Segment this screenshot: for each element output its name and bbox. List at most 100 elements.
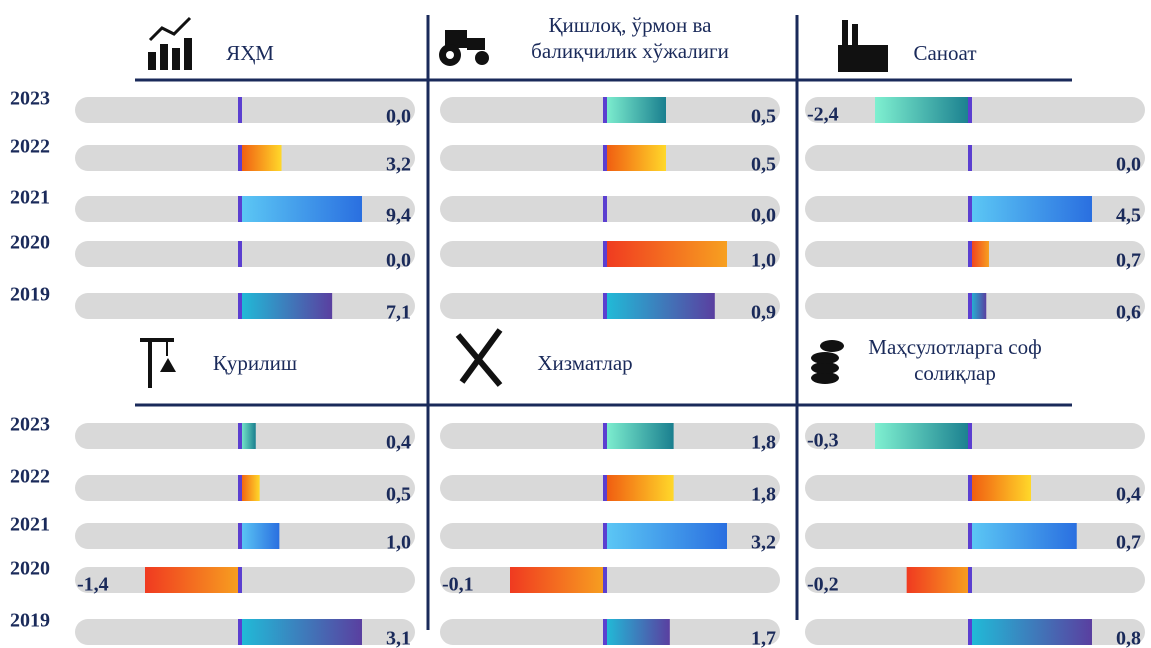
- bar: [605, 619, 670, 645]
- value-label: -0,2: [807, 574, 839, 596]
- bar: [875, 423, 970, 449]
- value-label: 3,2: [386, 154, 411, 176]
- zero-marker: [968, 293, 972, 319]
- value-label: -0,3: [807, 430, 839, 452]
- value-label: 0,0: [751, 205, 776, 227]
- value-label: 1,7: [751, 628, 776, 648]
- bar: [970, 619, 1092, 645]
- panel-title: ЯҲМ: [226, 41, 274, 65]
- value-label: 0,4: [386, 432, 411, 454]
- zero-marker: [238, 196, 242, 222]
- track: [75, 241, 415, 267]
- year-label: 2021: [10, 514, 50, 536]
- value-label: 0,7: [1116, 532, 1141, 554]
- track: [805, 145, 1145, 171]
- value-label: 9,4: [386, 205, 411, 227]
- bar: [970, 241, 989, 267]
- panel-title: Хизматлар: [537, 351, 633, 375]
- value-label: 0,5: [751, 154, 776, 176]
- bar: [970, 293, 987, 319]
- zero-marker: [968, 567, 972, 593]
- bar: [145, 567, 240, 593]
- icon: [140, 338, 176, 388]
- bar: [906, 567, 970, 593]
- value-label: 0,5: [386, 484, 411, 506]
- value-label: 1,0: [386, 532, 411, 554]
- year-label: 2022: [10, 466, 50, 488]
- value-label: 0,4: [1116, 484, 1141, 506]
- year-label: 2019: [10, 284, 50, 306]
- year-label: 2021: [10, 187, 50, 209]
- value-label: 0,5: [751, 106, 776, 128]
- zero-marker: [603, 293, 607, 319]
- zero-marker: [238, 619, 242, 645]
- icon: [439, 30, 489, 66]
- bar: [970, 196, 1092, 222]
- bar: [240, 619, 362, 645]
- zero-marker: [603, 145, 607, 171]
- zero-marker: [968, 423, 972, 449]
- zero-marker: [968, 475, 972, 501]
- bar: [240, 145, 282, 171]
- value-label: 0,7: [1116, 250, 1141, 272]
- value-label: 3,2: [751, 532, 776, 554]
- bar: [605, 293, 715, 319]
- value-label: 0,0: [386, 106, 411, 128]
- track: [75, 567, 415, 593]
- zero-marker: [603, 423, 607, 449]
- value-label: 0,6: [1116, 302, 1141, 324]
- track: [805, 423, 1145, 449]
- zero-marker: [603, 97, 607, 123]
- panel-title: Саноат: [913, 41, 977, 65]
- track: [75, 97, 415, 123]
- track: [440, 196, 780, 222]
- zero-marker: [968, 523, 972, 549]
- value-label: -1,4: [77, 574, 109, 596]
- panel-title: Маҳсулотларга соф солиқлар: [868, 335, 1042, 385]
- bar: [240, 196, 362, 222]
- zero-marker: [603, 475, 607, 501]
- year-label: 2019: [10, 610, 50, 632]
- bar: [240, 475, 260, 501]
- value-label: 7,1: [386, 302, 411, 324]
- value-label: 1,8: [751, 432, 776, 454]
- zero-marker: [238, 145, 242, 171]
- track: [805, 567, 1145, 593]
- zero-marker: [238, 293, 242, 319]
- bar: [875, 97, 970, 123]
- year-label: 2023: [10, 88, 50, 110]
- bar: [605, 145, 666, 171]
- icon: [811, 340, 844, 384]
- track: [440, 567, 780, 593]
- zero-marker: [968, 196, 972, 222]
- zero-marker: [603, 523, 607, 549]
- zero-marker: [238, 475, 242, 501]
- bar: [240, 423, 256, 449]
- icon: [148, 16, 192, 70]
- value-label: 0,9: [751, 302, 776, 324]
- zero-marker: [238, 241, 242, 267]
- bar: [605, 423, 674, 449]
- track: [805, 97, 1145, 123]
- value-label: 0,0: [386, 250, 411, 272]
- zero-marker: [968, 97, 972, 123]
- zero-marker: [238, 423, 242, 449]
- bar: [605, 475, 674, 501]
- zero-marker: [238, 97, 242, 123]
- bar: [970, 475, 1031, 501]
- bar: [605, 523, 727, 549]
- zero-marker: [238, 567, 242, 593]
- panel-title: Қурилиш: [212, 351, 298, 375]
- bar: [510, 567, 605, 593]
- value-label: 4,5: [1116, 205, 1141, 227]
- zero-marker: [603, 619, 607, 645]
- zero-marker: [238, 523, 242, 549]
- icon: [838, 20, 888, 72]
- year-label: 2020: [10, 558, 50, 580]
- bar: [970, 523, 1077, 549]
- zero-marker: [603, 567, 607, 593]
- value-label: 0,8: [1116, 628, 1141, 648]
- value-label: 1,0: [751, 250, 776, 272]
